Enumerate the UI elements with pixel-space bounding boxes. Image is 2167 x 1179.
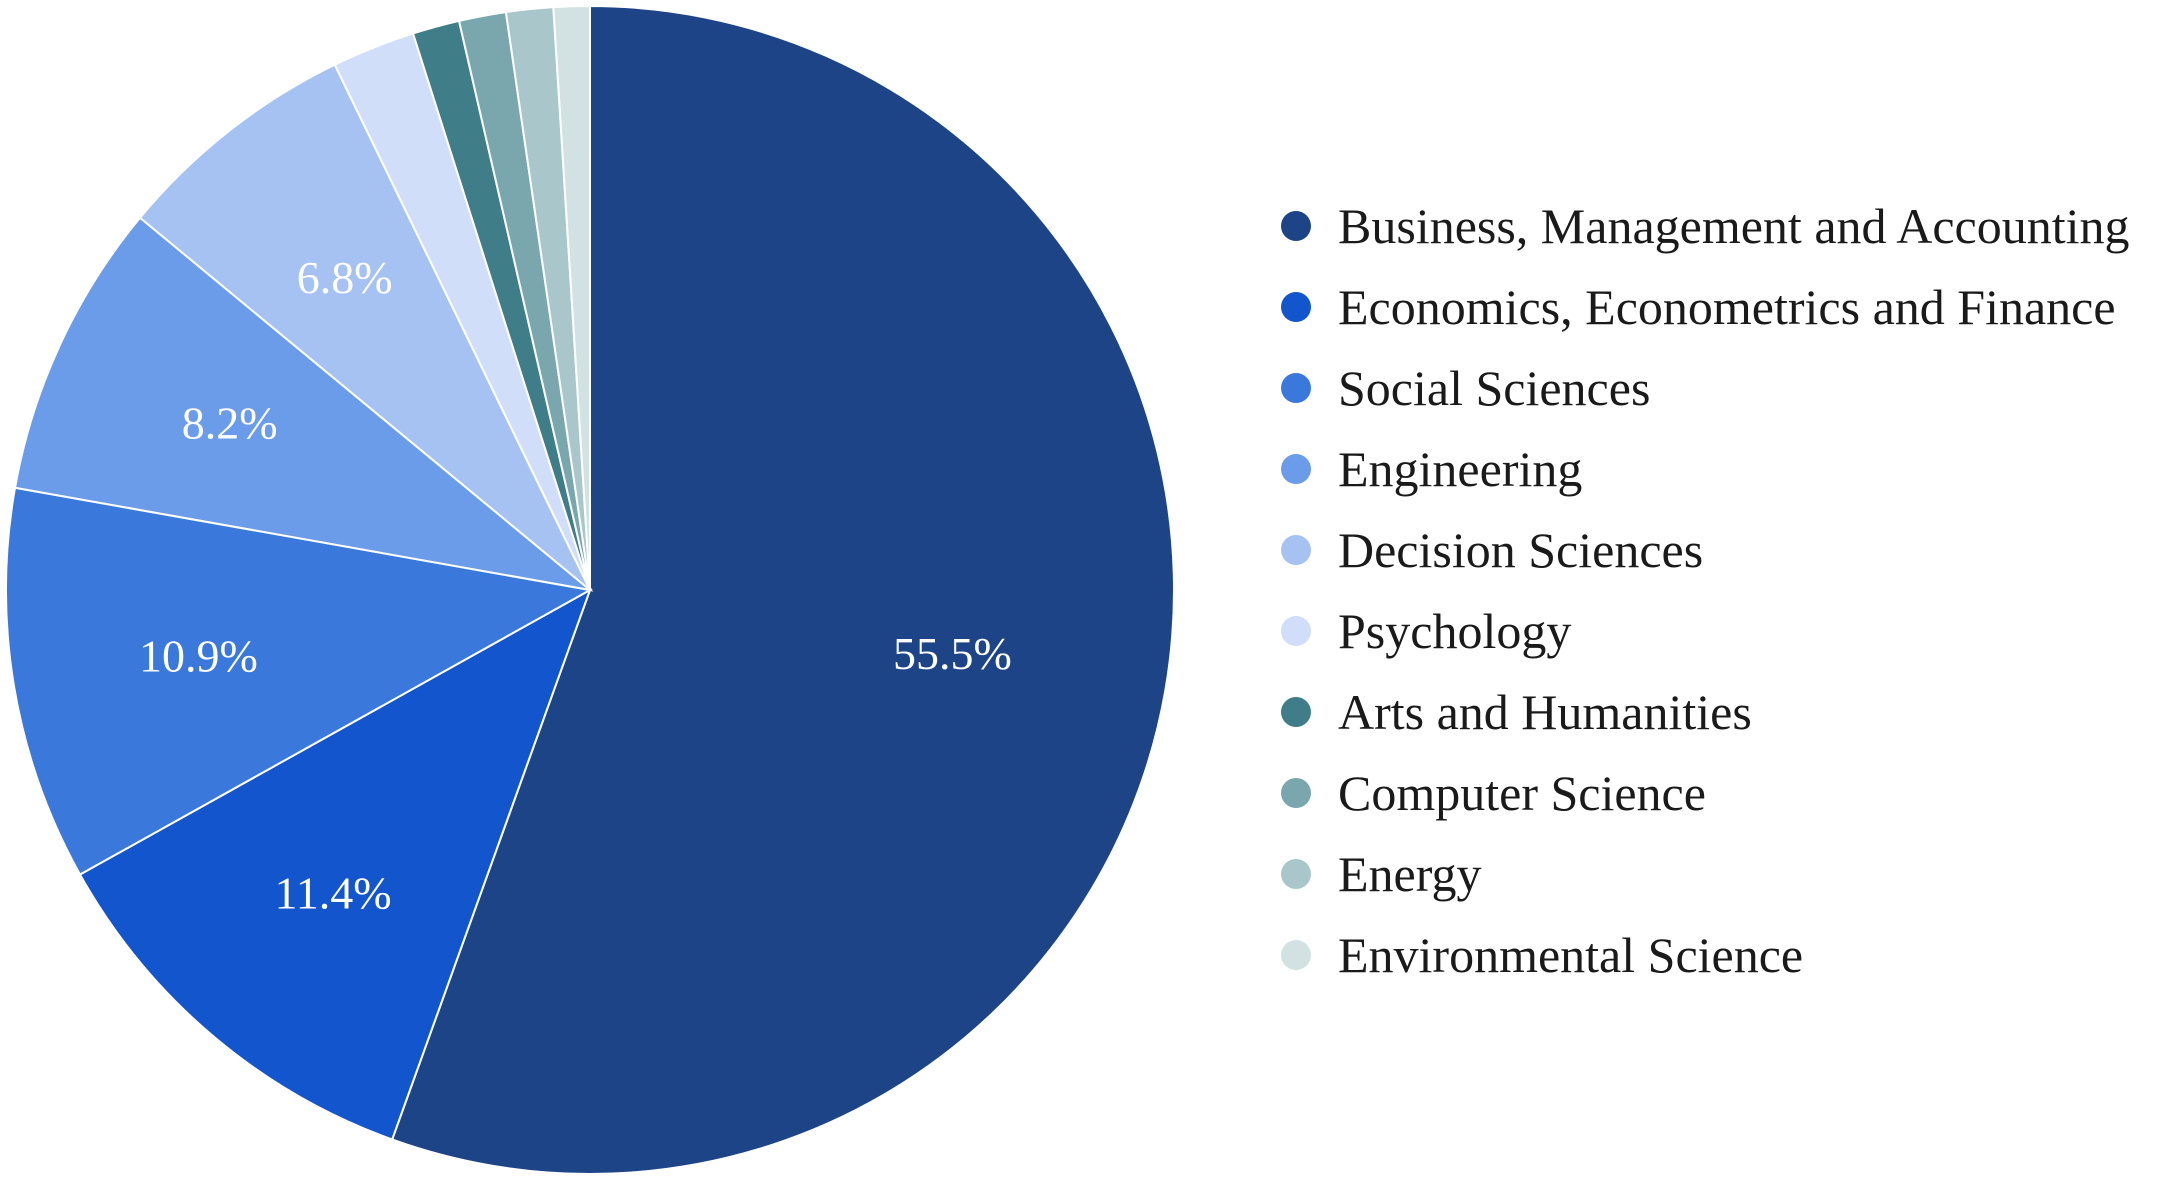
slice-label-business-management-and-accounting: 55.5%: [893, 628, 1012, 679]
legend-label-environmental-science: Environmental Science: [1338, 927, 1803, 983]
legend-marker-energy: [1281, 859, 1311, 889]
legend-label-engineering: Engineering: [1338, 441, 1582, 497]
pie-slice-labels: 55.5% 11.4% 10.9% 8.2% 6.8%: [139, 252, 1012, 918]
slice-label-social-sciences: 10.9%: [139, 630, 258, 681]
pie-slices: [5, 4, 1176, 1175]
legend-label-business-management-and-accounting: Business, Management and Accounting: [1338, 198, 2130, 254]
legend-marker-environmental-science: [1281, 940, 1311, 970]
legend-marker-computer-science: [1281, 778, 1311, 808]
legend-label-economics-econometrics-and-finance: Economics, Econometrics and Finance: [1338, 279, 2116, 335]
legend-marker-business-management-and-accounting: [1281, 211, 1311, 241]
legend-label-arts-and-humanities: Arts and Humanities: [1338, 684, 1752, 740]
legend-label-decision-sciences: Decision Sciences: [1338, 522, 1703, 578]
pie-slice-economics-econometrics-and-finance: [78, 587, 592, 1141]
pie-slice-engineering: [13, 216, 594, 592]
pie-slice-social-sciences: [5, 486, 593, 876]
legend-marker-psychology: [1281, 616, 1311, 646]
legend-label-social-sciences: Social Sciences: [1338, 360, 1650, 416]
legend-label-computer-science: Computer Science: [1338, 765, 1706, 821]
pie-slice-environmental-science: [552, 4, 591, 591]
legend: Business, Management and Accounting Econo…: [1281, 198, 2130, 983]
slice-label-economics-econometrics-and-finance: 11.4%: [274, 867, 391, 918]
legend-marker-arts-and-humanities: [1281, 697, 1311, 727]
legend-label-energy: Energy: [1338, 846, 1481, 902]
pie-slice-business-management-and-accounting: [390, 4, 1176, 1175]
legend-marker-engineering: [1281, 454, 1311, 484]
legend-marker-economics-econometrics-and-finance: [1281, 292, 1311, 322]
legend-marker-decision-sciences: [1281, 535, 1311, 565]
legend-label-psychology: Psychology: [1338, 603, 1571, 659]
legend-marker-social-sciences: [1281, 373, 1311, 403]
slice-label-engineering: 8.2%: [182, 398, 278, 449]
pie-slice-decision-sciences: [138, 63, 591, 591]
slice-label-decision-sciences: 6.8%: [297, 252, 393, 303]
